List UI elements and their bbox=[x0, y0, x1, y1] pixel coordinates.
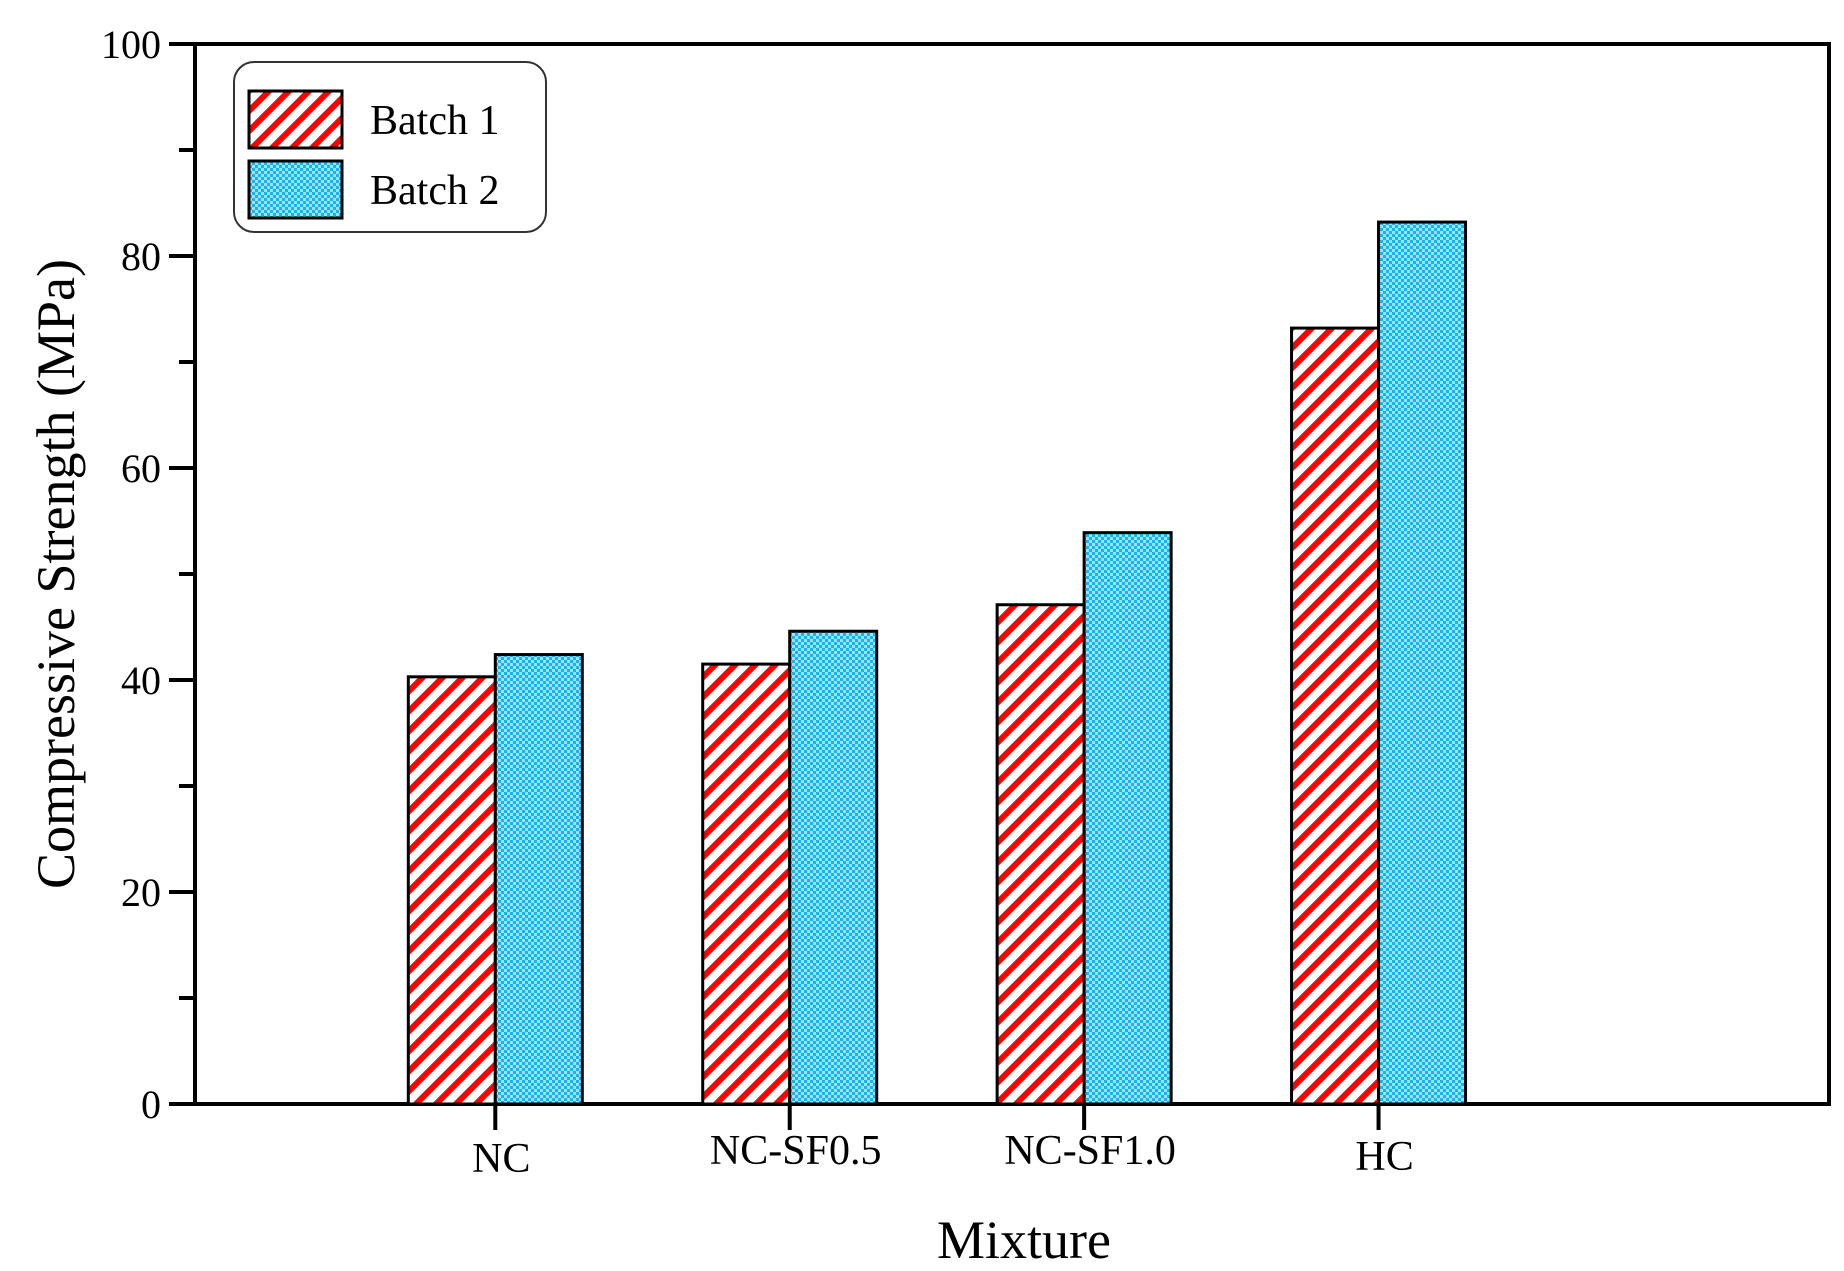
legend-swatch-batch-1 bbox=[247, 89, 344, 150]
bar-batch-1-nc bbox=[406, 675, 497, 1106]
x-tick-label: NC bbox=[472, 1136, 530, 1182]
legend-label-batch-2: Batch 2 bbox=[370, 168, 499, 214]
y-tick-label: 20 bbox=[121, 870, 161, 915]
bar-batch-1-nc-sf1-0 bbox=[995, 603, 1086, 1106]
bar-batch-1-hc bbox=[1290, 326, 1381, 1106]
bar-batch-1-nc-sf0-5 bbox=[701, 662, 792, 1106]
x-tick-label: NC-SF0.5 bbox=[710, 1128, 882, 1174]
x-axis: NC NC-SF0.5 NC-SF1.0 HC bbox=[472, 1104, 1414, 1182]
bar-batch-2-nc-sf0-5 bbox=[788, 629, 879, 1106]
bar-batch-2-nc bbox=[493, 653, 584, 1106]
y-axis: 0 20 40 60 80 100 bbox=[101, 22, 195, 1127]
legend-swatch-batch-2 bbox=[247, 159, 344, 220]
legend-label-batch-1: Batch 1 bbox=[370, 98, 499, 144]
y-axis-title: Compressive Strength (MPa) bbox=[26, 259, 86, 889]
x-axis-title: Mixture bbox=[937, 1210, 1111, 1270]
y-tick-label: 60 bbox=[121, 446, 161, 491]
y-tick-label: 40 bbox=[121, 658, 161, 703]
y-tick-label: 0 bbox=[141, 1082, 161, 1127]
x-tick-label: HC bbox=[1355, 1134, 1413, 1180]
bars bbox=[406, 220, 1468, 1106]
legend: Batch 1 Batch 2 bbox=[233, 61, 547, 233]
x-tick-label: NC-SF1.0 bbox=[1004, 1128, 1176, 1174]
y-tick-label: 80 bbox=[121, 234, 161, 279]
bar-batch-2-hc bbox=[1377, 220, 1468, 1106]
bar-batch-2-nc-sf1-0 bbox=[1082, 531, 1173, 1106]
y-tick-label: 100 bbox=[101, 22, 161, 67]
